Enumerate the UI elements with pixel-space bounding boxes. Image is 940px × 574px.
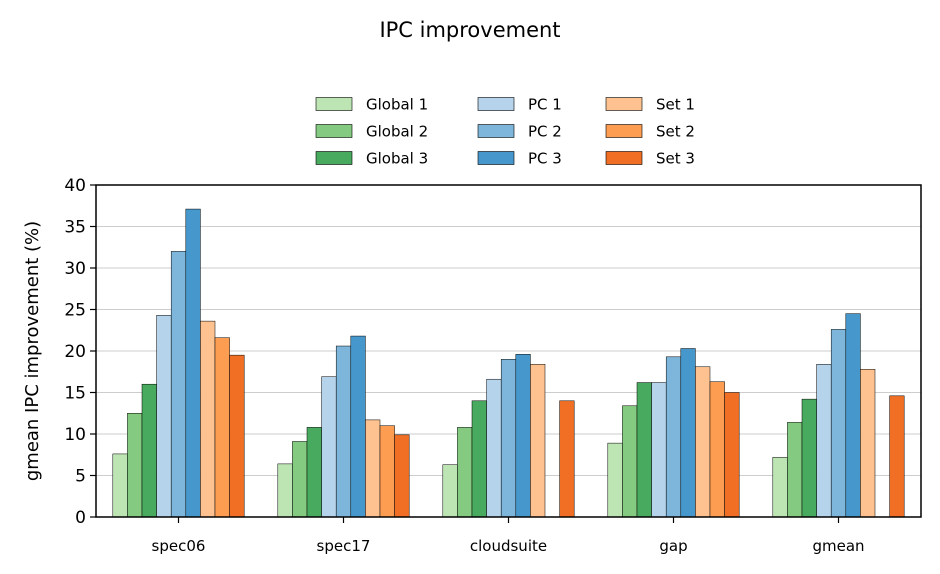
bar <box>365 419 381 518</box>
bar <box>680 348 696 518</box>
legend-label: Set 3 <box>656 150 695 168</box>
legend-label: Set 1 <box>656 96 695 114</box>
legend-swatch <box>605 151 643 165</box>
x-tick-label: gmean <box>812 537 864 555</box>
legend-swatch <box>315 124 353 138</box>
x-tick-label: gap <box>659 537 687 555</box>
y-tick-label: 5 <box>75 467 86 487</box>
y-axis-label: gmean IPC improvement (%) <box>22 221 43 481</box>
y-tick-label: 0 <box>75 508 86 528</box>
bar <box>292 441 308 518</box>
bar <box>559 400 575 518</box>
legend-swatch <box>477 151 515 165</box>
x-tick-label: cloudsuite <box>470 537 547 555</box>
bar <box>665 356 682 518</box>
bar <box>442 464 458 518</box>
legend-swatch <box>315 151 353 165</box>
bar <box>457 427 473 518</box>
bar <box>321 376 337 518</box>
bar <box>709 381 725 518</box>
bar <box>471 400 487 518</box>
bar <box>607 442 623 518</box>
bar <box>127 413 143 518</box>
bar <box>816 364 832 518</box>
legend-swatch <box>605 97 643 111</box>
bar <box>486 378 502 518</box>
bar <box>156 315 172 518</box>
bar <box>801 398 817 518</box>
legend-swatch <box>477 97 515 111</box>
bar <box>772 456 788 518</box>
bar <box>530 364 546 518</box>
y-tick-label: 10 <box>64 425 86 445</box>
y-tick-label: 25 <box>64 301 86 321</box>
bar <box>112 453 128 518</box>
y-axis: 0 5 10 15 20 25 30 35 40 <box>64 176 96 528</box>
bar <box>695 366 711 518</box>
bar <box>200 320 216 518</box>
bar <box>724 392 740 518</box>
bar <box>651 382 667 518</box>
x-tick-label: spec06 <box>152 537 206 555</box>
legend-label: PC 3 <box>528 150 562 168</box>
bar <box>830 329 847 518</box>
bar <box>622 405 638 518</box>
bar <box>350 335 366 518</box>
legend-label: Global 1 <box>366 96 428 114</box>
bar <box>170 251 187 518</box>
bars <box>112 208 905 518</box>
y-tick-label: 35 <box>64 218 86 238</box>
legend-label: Global 2 <box>366 123 428 141</box>
bar <box>515 354 531 518</box>
bar <box>306 427 322 518</box>
legend-swatch <box>477 124 515 138</box>
bar <box>277 463 293 518</box>
legend-label: PC 2 <box>528 123 562 141</box>
legend-label: Set 2 <box>656 123 695 141</box>
y-tick-label: 30 <box>64 259 86 279</box>
bar <box>394 434 410 518</box>
bar <box>889 395 905 518</box>
x-tick-label: spec17 <box>317 537 371 555</box>
bar <box>335 345 352 518</box>
bar <box>229 354 245 518</box>
chart-title: IPC improvement <box>379 18 560 42</box>
bar <box>636 382 652 518</box>
y-tick-label: 40 <box>64 176 86 196</box>
legend-label: Global 3 <box>366 150 428 168</box>
bar <box>787 422 803 518</box>
legend: Global 1 Global 2 Global 3 PC 1 PC 2 PC 3 Set … <box>315 96 695 168</box>
bar <box>845 313 861 518</box>
bar <box>214 337 230 518</box>
bar <box>379 425 395 518</box>
y-tick-label: 15 <box>64 384 86 404</box>
y-tick-label: 20 <box>64 342 86 362</box>
legend-swatch <box>605 124 643 138</box>
bar <box>185 208 201 518</box>
legend-swatch <box>315 97 353 111</box>
bar <box>860 369 876 518</box>
bar <box>500 359 517 518</box>
legend-label: PC 1 <box>528 96 562 114</box>
bar <box>141 383 157 518</box>
x-axis: spec06 spec17 cloudsuite gap gmean <box>152 517 865 555</box>
